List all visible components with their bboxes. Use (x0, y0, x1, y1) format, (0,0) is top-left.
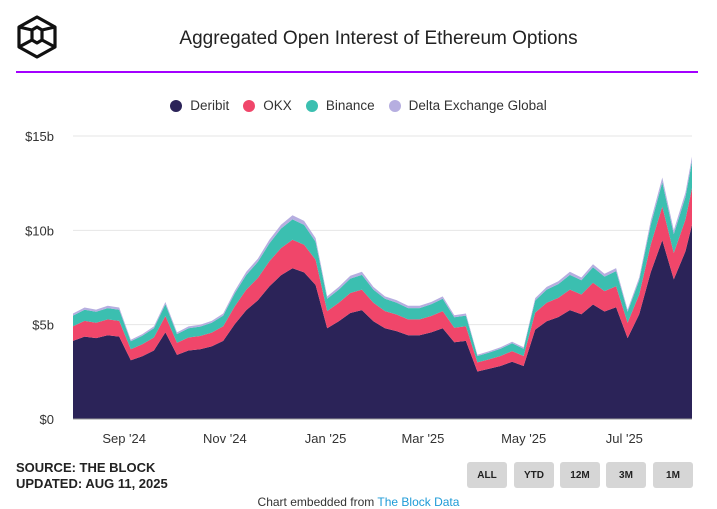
range-button-all[interactable]: ALL (467, 462, 507, 488)
embed-credit: Chart embedded from The Block Data (257, 495, 460, 509)
chart-title: Aggregated Open Interest of Ethereum Opt… (179, 28, 578, 49)
area-deribit (73, 224, 692, 419)
x-tick-label: Nov '24 (203, 431, 247, 446)
updated-label: UPDATED: AUG 11, 2025 (16, 476, 168, 491)
legend-dot-icon (305, 99, 318, 112)
legend: Deribit OKX Binance Delta Exchange Globa… (0, 98, 717, 113)
range-button-3m[interactable]: 3M (606, 462, 646, 488)
y-tick-label: $5b (32, 318, 54, 333)
area-binance (73, 161, 692, 363)
legend-item-binance[interactable]: Binance (305, 98, 375, 113)
range-button-ytd[interactable]: YTD (514, 462, 554, 488)
area-delta-exchange-global (73, 156, 692, 356)
x-tick-label: Jul '25 (606, 431, 643, 446)
legend-item-deribit[interactable]: Deribit (170, 98, 229, 113)
x-tick-label: May '25 (501, 431, 546, 446)
range-button-12m[interactable]: 12M (560, 462, 600, 488)
x-tick-label: Mar '25 (401, 431, 444, 446)
x-tick-label: Jan '25 (305, 431, 347, 446)
stacked-area-chart: $0 $5b $10b $15b Sep '24 Nov '24 Jan '25 Mar '2… (25, 129, 692, 446)
source-label: SOURCE: THE BLOCK (16, 460, 156, 475)
legend-item-delta-exchange-global[interactable]: Delta Exchange Global (388, 98, 547, 113)
legend-item-okx[interactable]: OKX (243, 98, 292, 113)
the-block-data-link[interactable]: The Block Data (377, 495, 460, 509)
area-okx (73, 188, 692, 372)
y-tick-label: $10b (25, 223, 54, 238)
header-divider (16, 71, 698, 73)
range-button-1m[interactable]: 1M (653, 462, 693, 488)
legend-dot-icon (170, 99, 183, 112)
y-tick-label: $0 (40, 412, 54, 427)
legend-dot-icon (243, 99, 256, 112)
x-tick-label: Sep '24 (102, 431, 146, 446)
legend-dot-icon (388, 99, 401, 112)
y-tick-label: $15b (25, 129, 54, 144)
the-block-logo (17, 15, 57, 59)
